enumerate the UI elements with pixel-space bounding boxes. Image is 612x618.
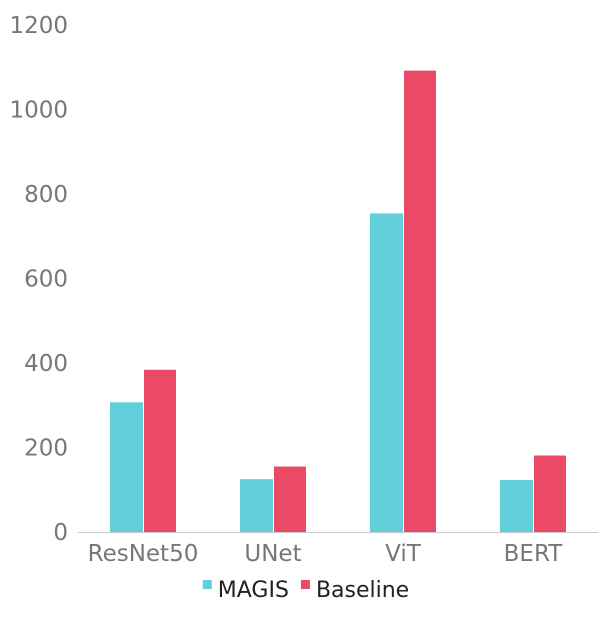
y-tick-label: 1000 [9, 98, 68, 124]
bar-baseline-resnet50 [144, 369, 176, 532]
y-tick-label: 800 [24, 182, 68, 208]
bar-magis-vit [370, 213, 403, 532]
bar-magis-bert [500, 480, 533, 532]
bar-magis-unet [240, 479, 273, 532]
bars [110, 70, 566, 532]
bar-baseline-bert [534, 455, 566, 532]
legend-label: Baseline [316, 578, 409, 603]
legend-swatch [300, 580, 310, 589]
legend: MAGIS Baseline [202, 578, 409, 603]
x-tick-label: BERT [504, 541, 564, 567]
x-axis-ticks: ResNet50 UNet ViT BERT [88, 541, 564, 567]
y-tick-label: 400 [24, 351, 68, 377]
legend-swatch [202, 580, 212, 589]
y-tick-label: 600 [24, 267, 68, 293]
x-tick-label: ResNet50 [88, 541, 199, 567]
y-axis-ticks: 0 200 400 600 800 1000 1200 [9, 13, 68, 546]
bar-baseline-vit [404, 70, 436, 532]
x-tick-label: UNet [244, 541, 301, 567]
bar-magis-resnet50 [110, 402, 143, 532]
legend-item: Baseline [300, 578, 409, 603]
y-tick-label: 1200 [9, 13, 68, 39]
legend-item: MAGIS [202, 578, 289, 603]
y-tick-label: 0 [53, 520, 68, 546]
bar-baseline-unet [274, 466, 306, 532]
legend-label: MAGIS [218, 578, 289, 603]
y-tick-label: 200 [24, 436, 68, 462]
x-tick-label: ViT [385, 541, 422, 567]
